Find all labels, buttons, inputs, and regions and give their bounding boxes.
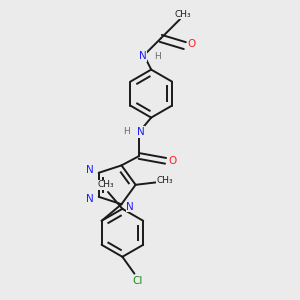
Text: O: O [188, 39, 196, 50]
Text: N: N [86, 165, 94, 176]
Text: H: H [123, 128, 129, 136]
Text: H: H [154, 52, 160, 61]
Text: CH₃: CH₃ [97, 180, 114, 189]
Text: CH₃: CH₃ [174, 10, 191, 19]
Text: N: N [126, 202, 134, 212]
Text: N: N [86, 194, 94, 204]
Text: N: N [139, 51, 147, 62]
Text: Cl: Cl [133, 276, 143, 286]
Text: CH₃: CH₃ [156, 176, 173, 184]
Text: O: O [169, 156, 177, 166]
Text: N: N [136, 127, 144, 137]
